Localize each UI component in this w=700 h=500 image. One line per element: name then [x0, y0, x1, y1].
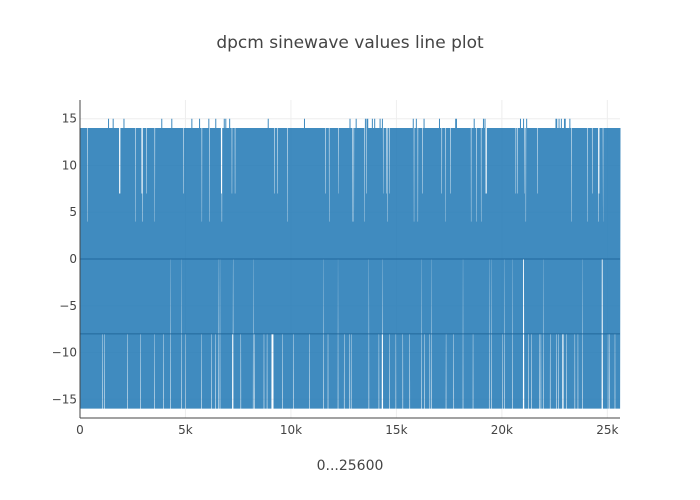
- series-dpcm: [79, 118, 621, 409]
- x-tick-label: 25k: [596, 423, 618, 437]
- x-tick-label: 5k: [178, 423, 193, 437]
- y-tick-label: 10: [62, 158, 77, 172]
- axes: [79, 100, 620, 419]
- y-tick-label: −5: [59, 299, 77, 313]
- y-tick-label: 15: [62, 112, 77, 126]
- y-tick-label: −15: [52, 392, 77, 406]
- x-tick-label: 15k: [385, 423, 407, 437]
- x-axis-label: 0...25600: [316, 458, 384, 474]
- x-tick-label: 0: [76, 423, 84, 437]
- chart-title: dpcm sinewave values line plot: [216, 33, 484, 53]
- y-tick-label: 5: [69, 205, 77, 219]
- series-line: [79, 118, 621, 409]
- y-tick-label: −10: [52, 346, 77, 360]
- x-tick-label: 20k: [491, 423, 513, 437]
- y-tick-label: 0: [69, 252, 77, 266]
- tick-labels: 0 5k 10k 15k 20k 25k 15 10 5 0 −5 −10 −15: [52, 112, 619, 437]
- x-tick-label: 10k: [280, 423, 302, 437]
